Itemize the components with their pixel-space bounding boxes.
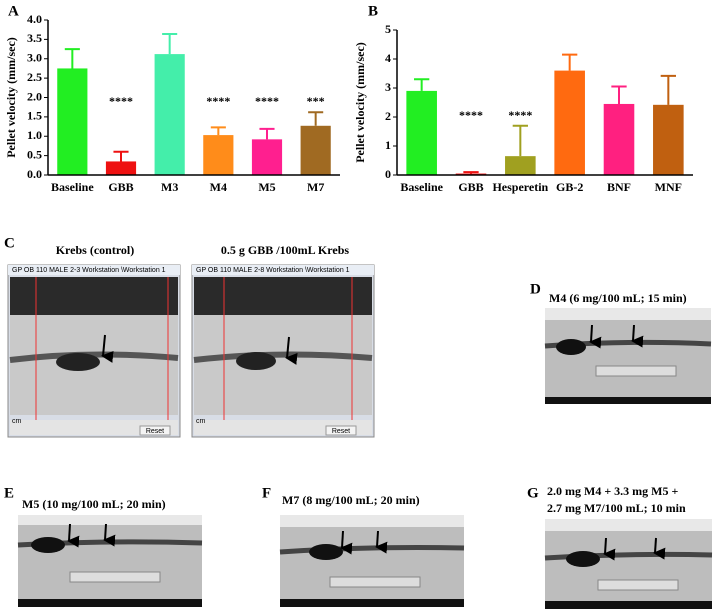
significance: *** (307, 94, 325, 108)
y-tick-label: 2.0 (27, 89, 42, 103)
y-tick-label: 0.0 (27, 167, 42, 181)
y-tick-label: 2 (385, 109, 391, 123)
error-bar (512, 124, 528, 157)
window-title: GP OB 110 MALE 2-3 Workstation \Workstat… (12, 267, 166, 274)
window-title: GP OB 110 MALE 2-8 Workstation \Workstat… (196, 267, 350, 274)
error-bar (308, 111, 324, 126)
error-bar (562, 53, 578, 71)
y-tick-label: 4 (385, 51, 391, 65)
panel-label: B (368, 3, 378, 19)
bar (57, 68, 88, 175)
y-tick-label: 3.5 (27, 31, 42, 45)
y-tick-label: 0 (385, 167, 391, 181)
x-tick-label: M4 (210, 180, 227, 194)
bar (505, 156, 536, 175)
y-tick-label: 3.0 (27, 51, 42, 65)
panel-label: C (4, 235, 15, 251)
significance: **** (508, 108, 532, 122)
unit: cm (196, 418, 206, 425)
panel-label: A (8, 3, 19, 19)
bar (554, 70, 585, 175)
y-tick-label: 1.5 (27, 109, 42, 123)
x-tick-label: Baseline (51, 180, 94, 194)
y-axis-label: Pellet velocity (mm/sec) (4, 37, 18, 158)
unit: cm (12, 418, 22, 425)
caption: 2.0 mg M4 + 3.3 mg M5 + (547, 484, 678, 498)
x-tick-label: MNF (655, 180, 682, 194)
significance: **** (206, 94, 230, 108)
y-tick-label: 2.5 (27, 70, 42, 84)
x-tick-label: GBB (458, 180, 483, 194)
bar (603, 103, 635, 175)
x-tick-label: M7 (307, 180, 324, 194)
caption: Krebs (control) (56, 243, 135, 257)
bar (653, 104, 684, 175)
y-tick-label: 1.0 (27, 128, 42, 142)
panel-d: D M4 (6 mg/100 mL; 15 min) (530, 281, 712, 404)
caption: 0.5 g GBB /100mL Krebs (221, 243, 349, 257)
error-bar (463, 171, 479, 174)
error-bar (660, 74, 676, 105)
button: Reset (146, 428, 164, 435)
y-tick-label: 3 (385, 80, 391, 94)
bar (251, 139, 283, 175)
significance: **** (109, 94, 133, 108)
x-tick-label: M5 (258, 180, 275, 194)
caption: M4 (6 mg/100 mL; 15 min) (549, 291, 687, 305)
video-frame: GP OB 110 MALE 2-3 Workstation \Workstat… (7, 264, 181, 438)
x-tick-label: GB-2 (556, 180, 583, 194)
error-bar (64, 48, 80, 69)
bar (105, 161, 137, 175)
caption: 2.7 mg M7/100 mL; 10 min (547, 501, 686, 515)
x-tick-label: BNF (607, 180, 631, 194)
error-bar (113, 150, 129, 162)
error-bar (162, 32, 178, 55)
panel-label: G (527, 485, 539, 501)
video-frame: GP OB 110 MALE 2-8 Workstation \Workstat… (191, 264, 375, 438)
panel-g: G 2.0 mg M4 + 3.3 mg M5 + 2.7 mg M7/100 … (527, 484, 713, 609)
error-bar (210, 126, 226, 136)
error-bar (611, 85, 627, 104)
panel-f: F M7 (8 mg/100 mL; 20 min) (262, 485, 465, 607)
bar (406, 90, 437, 175)
y-tick-label: 5 (385, 22, 391, 36)
x-tick-label: Hesperetin (492, 180, 548, 194)
error-bar (414, 78, 430, 91)
x-tick-label: GBB (108, 180, 133, 194)
panel-label: D (530, 281, 541, 297)
panel-label: F (262, 485, 271, 501)
x-tick-label: M3 (161, 180, 178, 194)
panel-label: E (4, 485, 14, 501)
caption: M5 (10 mg/100 mL; 20 min) (22, 497, 166, 511)
error-bar (259, 127, 275, 140)
panel-c: C Krebs (control) 0.5 g GBB /100mL Krebs… (4, 235, 375, 438)
bar (154, 54, 185, 175)
y-tick-label: 4.0 (27, 12, 42, 26)
y-tick-label: 1 (385, 138, 391, 152)
bar (203, 135, 234, 175)
panel-e: E M5 (10 mg/100 mL; 20 min) (4, 485, 203, 607)
caption: M7 (8 mg/100 mL; 20 min) (282, 493, 420, 507)
y-tick-label: 0.5 (27, 147, 42, 161)
x-tick-label: Baseline (400, 180, 443, 194)
significance: **** (459, 108, 483, 122)
bar (300, 125, 331, 175)
y-axis-label: Pellet velocity (mm/sec) (353, 42, 367, 163)
significance: **** (255, 94, 279, 108)
button: Reset (332, 428, 350, 435)
